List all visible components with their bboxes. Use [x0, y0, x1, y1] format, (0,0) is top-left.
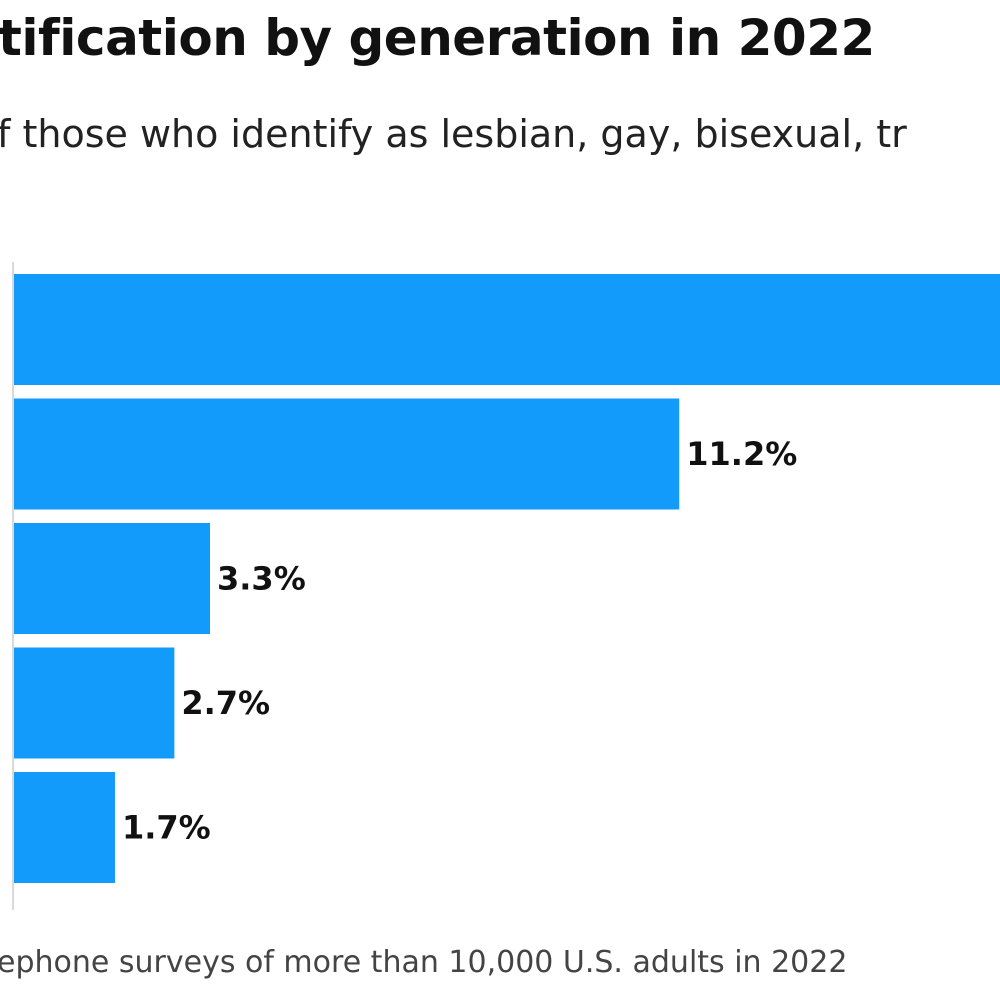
- bar-0: [14, 274, 1000, 385]
- bar-value-label-2: 3.3%: [217, 560, 306, 598]
- bar-value-label-1: 11.2%: [686, 435, 797, 473]
- bar-1: [14, 398, 680, 510]
- bar-2: [14, 523, 211, 634]
- bar-4: [14, 772, 115, 883]
- chart-subtitle: f those who identify as lesbian, gay, bi…: [0, 112, 907, 156]
- bar-3: [14, 647, 175, 759]
- bar-group: 11.2% 3.3% 2.7% 1.7%: [14, 274, 1000, 883]
- bar-value-label-4: 1.7%: [122, 809, 211, 847]
- chart-title: tification by generation in 2022: [0, 9, 875, 67]
- source-note: ephone surveys of more than 10,000 U.S. …: [0, 945, 848, 980]
- bar-value-label-3: 2.7%: [181, 684, 270, 722]
